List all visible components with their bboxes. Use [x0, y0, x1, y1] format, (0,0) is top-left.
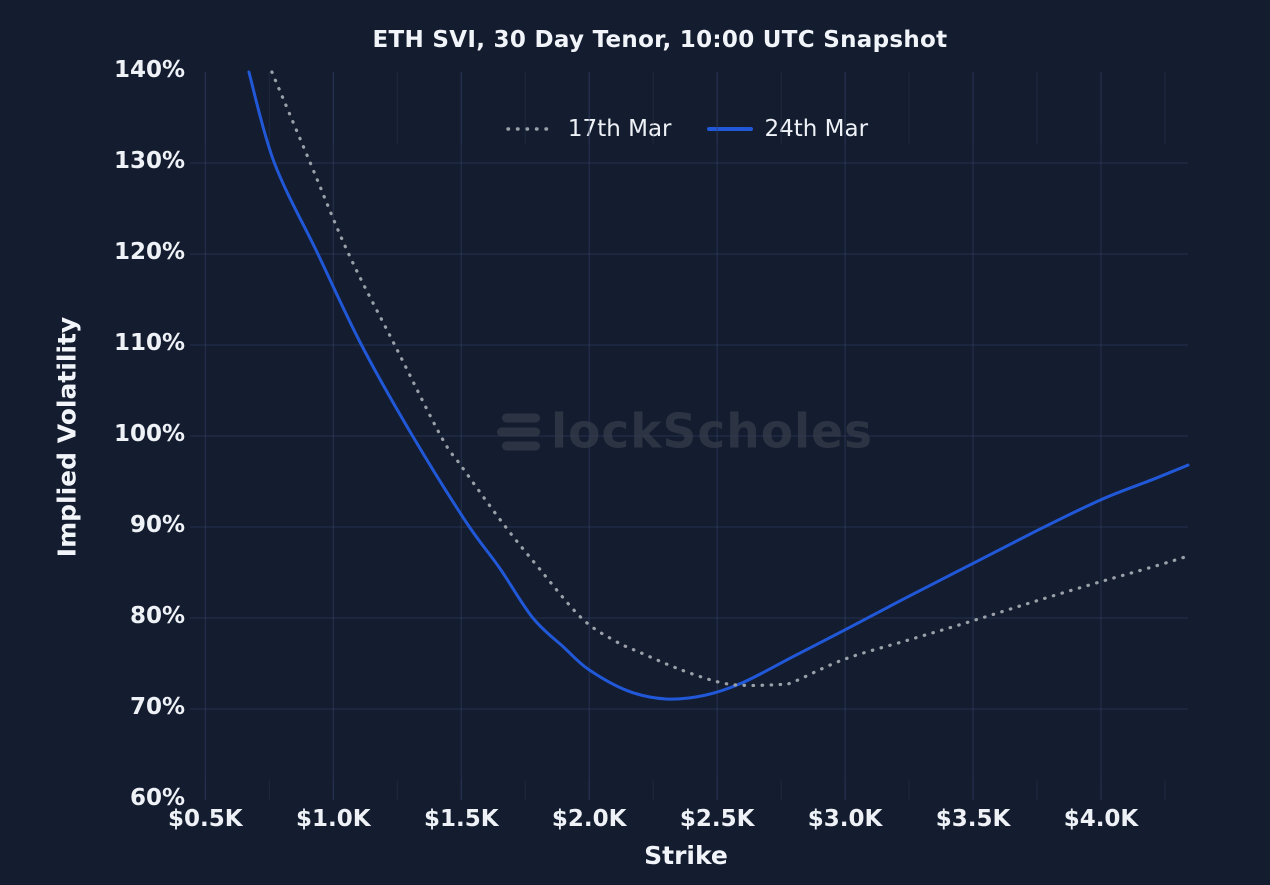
x-tick-label: $2.5K: [679, 806, 755, 832]
x-tick-label: $0.5K: [168, 806, 243, 832]
chart-title: ETH SVI, 30 Day Tenor, 10:00 UTC Snapsho…: [372, 27, 948, 53]
y-tick-label: 120%: [113, 239, 185, 265]
line-17th-mar: [270, 70, 1190, 688]
dotted-line-swatch: [506, 127, 556, 131]
legend-label-24th-mar: 24th Mar: [764, 116, 869, 142]
x-tick-label: $3.5K: [935, 806, 1011, 832]
x-tick-label: $1.0K: [296, 806, 371, 832]
y-tick-label: 70%: [129, 694, 185, 720]
blockscholes-logo-mark: [497, 413, 541, 450]
y-tick-label: 60%: [129, 785, 185, 811]
x-tick-label: $2.0K: [551, 806, 627, 832]
x-tick-label: $4.0K: [1063, 806, 1139, 832]
y-tick-label: 90%: [129, 512, 185, 538]
legend-item-17th-mar: 17th Mar: [506, 116, 672, 142]
x-tick-label: $3.0K: [807, 806, 883, 832]
solid-line-swatch: [706, 127, 753, 131]
y-tick-label: 140%: [113, 57, 185, 83]
legend-item-24th-mar: 24th Mar: [706, 116, 869, 142]
y-tick-label: 110%: [113, 330, 185, 356]
legend: 17th Mar 24th Mar: [0, 116, 1270, 142]
watermark-text: lockScholes: [551, 404, 873, 460]
y-tick-label: 100%: [113, 421, 185, 447]
x-axis-title: Strike: [644, 841, 728, 870]
watermark: lockScholes: [497, 405, 873, 460]
line-24th-mar: [247, 70, 1190, 701]
y-tick-label: 80%: [129, 603, 185, 629]
legend-label-17th-mar: 17th Mar: [567, 116, 672, 142]
y-tick-label: 130%: [113, 148, 185, 174]
x-tick-label: $1.5K: [423, 806, 499, 832]
